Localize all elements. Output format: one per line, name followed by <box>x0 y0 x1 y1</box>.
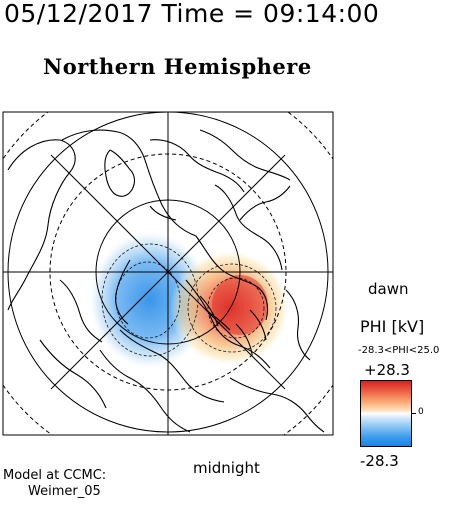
colorbar <box>360 380 412 447</box>
midnight-label: midnight <box>193 459 260 477</box>
page-title: Northern Hemisphere <box>43 54 312 79</box>
colorbar-max-label: +28.3 <box>364 361 410 379</box>
dawn-label: dawn <box>368 280 409 298</box>
colorbar-zero-tick <box>411 413 416 414</box>
model-credit-line2: Weimer_05 <box>28 484 101 499</box>
positive-core <box>212 275 268 335</box>
longitude-meridians <box>3 112 333 435</box>
colorbar-min-label: -28.3 <box>360 452 399 470</box>
colorbar-range-text: -28.3<PHI<25.0 <box>358 345 440 356</box>
polar-map <box>2 111 334 436</box>
equipotential-contours <box>101 243 277 357</box>
colorbar-quantity-label: PHI [kV] <box>360 317 425 336</box>
model-credit-line1: Model at CCMC: <box>3 468 107 483</box>
timestamp: 05/12/2017 Time = 09:14:00 <box>4 0 380 28</box>
coastlines <box>7 129 325 433</box>
colorbar-zero-label: 0 <box>418 407 424 417</box>
